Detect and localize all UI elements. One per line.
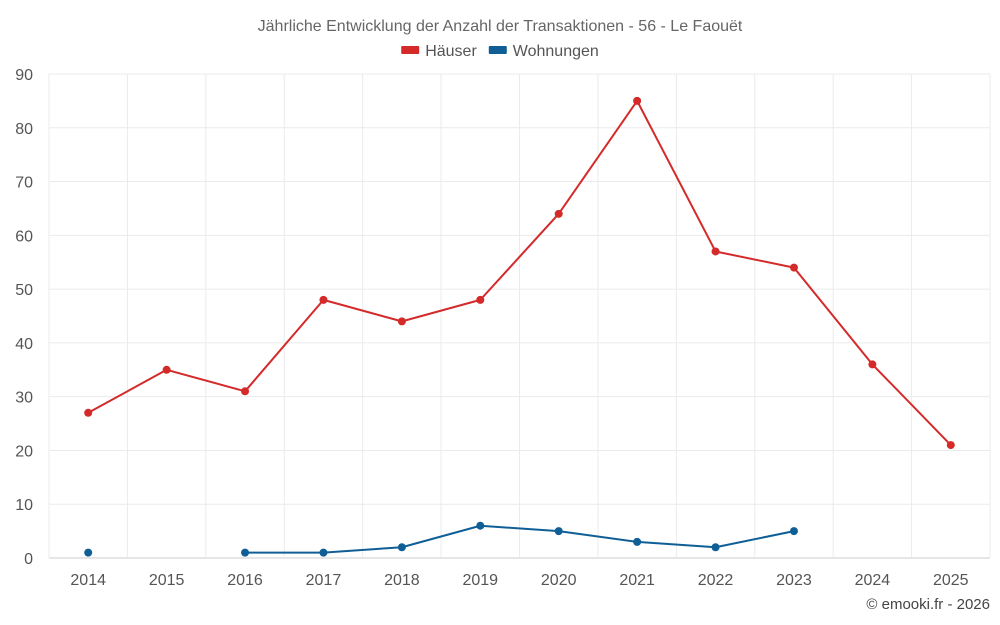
data-point[interactable] [789,263,798,272]
x-axis: 2014 2015 2016 2017 2018 2019 2020 2021 2022 2023… [70,572,968,589]
y-tick-label: 90 [15,67,33,84]
legend[interactable]: Häuser Wohnungen [401,43,599,60]
data-point[interactable] [397,317,406,326]
x-tick-label: 2025 [933,572,969,589]
x-tick-label: 2018 [384,572,420,589]
legend-item[interactable]: Häuser [401,43,477,60]
legend-label: Häuser [425,43,477,60]
data-point[interactable] [711,543,720,552]
y-axis: 0 10 20 30 40 50 60 70 80 90 [15,67,33,568]
series-line [245,524,795,554]
y-tick-label: 10 [15,497,33,514]
x-tick-label: 2022 [698,572,734,589]
x-tick-label: 2019 [462,572,498,589]
data-point[interactable] [633,537,642,546]
data-point[interactable] [633,96,642,105]
x-tick-label: 2016 [227,572,263,589]
series-1 [84,96,955,450]
data-point[interactable] [397,543,406,552]
x-tick-label: 2015 [149,572,185,589]
legend-swatch [401,46,420,54]
data-point[interactable] [476,521,485,530]
x-tick-label: 2023 [776,572,812,589]
grid [48,73,991,559]
data-point[interactable] [84,548,93,557]
data-point[interactable] [319,548,328,557]
legend-label: Wohnungen [513,43,599,60]
y-tick-label: 0 [24,551,33,568]
x-tick-label: 2014 [70,572,106,589]
data-point[interactable] [789,527,798,536]
data-point[interactable] [868,360,877,369]
data-point[interactable] [241,387,250,396]
data-point[interactable] [319,295,328,304]
x-tick-label: 2021 [619,572,655,589]
data-point[interactable] [476,295,485,304]
chart-title: Jährliche Entwicklung der Anzahl der Tra… [258,18,743,35]
y-tick-label: 80 [15,121,33,138]
data-point[interactable] [241,548,250,557]
y-tick-label: 30 [15,390,33,407]
data-point[interactable] [554,209,563,218]
y-tick-label: 50 [15,282,33,299]
y-tick-label: 40 [15,336,33,353]
legend-swatch [488,46,507,54]
x-tick-label: 2024 [855,572,891,589]
data-point[interactable] [162,365,171,374]
credit-text: © emooki.fr - 2026 [866,596,990,613]
x-tick-label: 2020 [541,572,577,589]
data-point[interactable] [711,247,720,256]
y-tick-label: 60 [15,228,33,245]
series-line [87,99,952,446]
y-tick-label: 70 [15,175,33,192]
series-layer [84,96,955,557]
data-point[interactable] [946,441,955,450]
data-point[interactable] [84,408,93,417]
series-2 [84,521,798,557]
x-tick-label: 2017 [306,572,342,589]
legend-item[interactable]: Wohnungen [488,43,599,60]
data-point[interactable] [554,527,563,536]
y-tick-label: 20 [15,443,33,460]
